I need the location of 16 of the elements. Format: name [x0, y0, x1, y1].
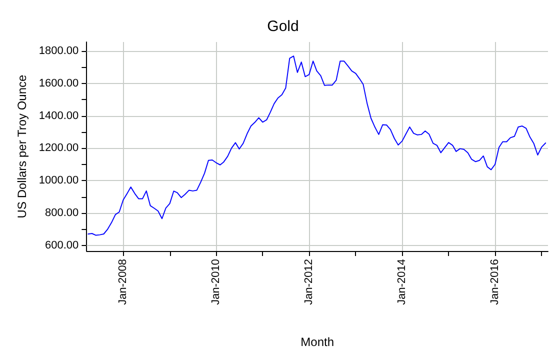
y-tick-label: 800.00 — [45, 206, 79, 219]
x-tick-label: Jan-2016 — [489, 259, 502, 305]
x-tick-label: Jan-2014 — [396, 259, 408, 305]
y-axis-title: US Dollars per Troy Ounce — [15, 74, 29, 218]
y-tick-label: 1400.00 — [38, 110, 79, 122]
chart-title: Gold — [267, 18, 299, 35]
y-tick-label: 1800.00 — [38, 45, 79, 58]
x-axis-title: Month — [300, 335, 334, 349]
y-tick-label: 1600.00 — [38, 77, 79, 90]
line-series — [88, 56, 546, 236]
x-tick-label: Jan-2008 — [117, 259, 130, 305]
x-tick-label: Jan-2010 — [210, 259, 222, 305]
y-tick-label: 1000.00 — [38, 174, 79, 187]
y-tick-label: 600.00 — [45, 239, 79, 252]
x-tick-label: Jan-2012 — [303, 259, 316, 305]
y-tick-label: 1200.00 — [38, 142, 79, 154]
